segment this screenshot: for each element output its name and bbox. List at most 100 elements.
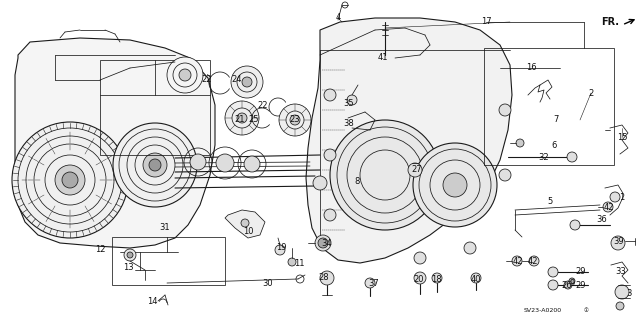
Text: 41: 41 [378, 54, 388, 63]
Text: 5: 5 [547, 197, 552, 206]
Circle shape [113, 123, 197, 207]
Circle shape [548, 267, 558, 277]
Circle shape [143, 153, 167, 177]
Text: 38: 38 [344, 118, 355, 128]
Text: 10: 10 [243, 226, 253, 235]
Circle shape [318, 238, 328, 248]
Circle shape [616, 302, 624, 310]
Text: 22: 22 [258, 100, 268, 109]
Text: 30: 30 [262, 278, 273, 287]
Circle shape [216, 154, 234, 172]
Circle shape [167, 57, 203, 93]
Text: 33: 33 [616, 268, 627, 277]
Polygon shape [225, 210, 265, 238]
Circle shape [190, 154, 206, 170]
Circle shape [570, 220, 580, 230]
Text: 16: 16 [525, 63, 536, 72]
Circle shape [320, 271, 334, 285]
Circle shape [548, 280, 558, 290]
Text: 4: 4 [335, 13, 340, 23]
Circle shape [615, 285, 629, 299]
Polygon shape [15, 38, 215, 248]
Circle shape [242, 77, 252, 87]
Text: 2: 2 [588, 88, 594, 98]
Circle shape [414, 252, 426, 264]
Text: 28: 28 [319, 273, 330, 283]
Text: 9: 9 [570, 279, 575, 288]
Circle shape [443, 173, 467, 197]
Text: 35: 35 [344, 99, 355, 108]
Circle shape [611, 236, 625, 250]
Text: SV23-A0200: SV23-A0200 [524, 308, 562, 314]
Text: 15: 15 [617, 132, 627, 142]
Circle shape [149, 159, 161, 171]
Circle shape [279, 104, 311, 136]
Circle shape [414, 272, 426, 284]
Circle shape [127, 252, 133, 258]
Circle shape [567, 152, 577, 162]
Text: 17: 17 [481, 18, 492, 26]
Text: 25: 25 [249, 115, 259, 124]
Circle shape [432, 273, 442, 283]
Text: 40: 40 [471, 276, 481, 285]
Circle shape [529, 256, 539, 266]
Text: 22: 22 [202, 76, 212, 85]
Text: 13: 13 [123, 263, 133, 272]
Text: 42: 42 [604, 203, 614, 211]
Circle shape [516, 139, 524, 147]
Circle shape [365, 278, 375, 288]
Circle shape [499, 104, 511, 116]
Text: 14: 14 [147, 296, 157, 306]
Text: 26: 26 [562, 280, 572, 290]
Text: 37: 37 [369, 278, 380, 287]
Circle shape [569, 278, 575, 284]
Text: 29: 29 [576, 266, 586, 276]
Text: ①: ① [584, 308, 588, 314]
Circle shape [324, 89, 336, 101]
Text: FR.: FR. [601, 17, 619, 27]
Circle shape [413, 143, 497, 227]
Text: 20: 20 [413, 276, 424, 285]
Circle shape [313, 176, 327, 190]
Text: 39: 39 [614, 236, 624, 246]
Text: 24: 24 [232, 76, 243, 85]
Circle shape [237, 113, 247, 123]
Text: 3: 3 [627, 290, 632, 299]
Circle shape [408, 163, 422, 177]
Text: 34: 34 [322, 239, 332, 248]
Text: 1: 1 [620, 194, 625, 203]
Circle shape [512, 256, 522, 266]
Text: 23: 23 [290, 115, 300, 124]
Text: 11: 11 [294, 258, 304, 268]
Circle shape [62, 172, 78, 188]
Circle shape [288, 258, 296, 266]
Circle shape [464, 242, 476, 254]
Circle shape [290, 115, 300, 125]
Text: 31: 31 [160, 224, 170, 233]
Circle shape [241, 219, 249, 227]
Circle shape [603, 202, 613, 212]
Text: 36: 36 [596, 216, 607, 225]
Circle shape [564, 281, 572, 289]
Circle shape [471, 273, 481, 283]
Text: 18: 18 [431, 276, 442, 285]
Text: 29: 29 [576, 280, 586, 290]
Circle shape [324, 149, 336, 161]
Text: 21: 21 [235, 115, 245, 124]
Text: 19: 19 [276, 242, 286, 251]
Circle shape [55, 165, 85, 195]
Circle shape [12, 122, 128, 238]
Circle shape [179, 69, 191, 81]
Text: 32: 32 [539, 152, 549, 161]
Circle shape [124, 249, 136, 261]
Text: 6: 6 [551, 140, 557, 150]
Text: 42: 42 [513, 256, 524, 265]
Circle shape [275, 245, 285, 255]
Circle shape [499, 169, 511, 181]
Circle shape [231, 66, 263, 98]
Circle shape [330, 120, 440, 230]
Text: 7: 7 [554, 115, 559, 124]
Circle shape [347, 95, 357, 105]
Text: 27: 27 [412, 166, 422, 174]
Polygon shape [306, 18, 512, 263]
